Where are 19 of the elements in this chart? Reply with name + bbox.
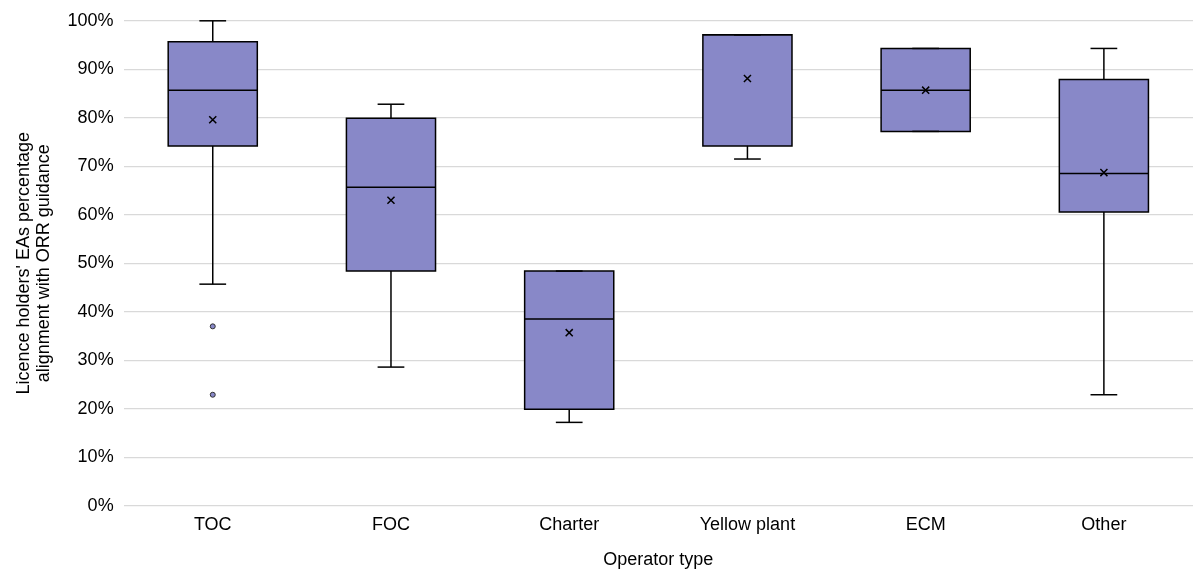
x-tick-label: Charter [539,513,600,534]
y-tick-label: 90% [77,58,114,79]
x-tick-label: FOC [371,513,410,534]
y-tick-label: 40% [77,300,114,321]
y-axis-title: Licence holders' EAs percentage alignment with ORR guidance [12,132,53,395]
y-tick-label: 100% [67,9,114,30]
x-tick-label: ECM [905,513,946,534]
y-tick-label: 80% [77,106,114,127]
x-tick-label: TOC [193,513,232,534]
y-tick-label: 30% [77,349,114,370]
y-tick-label: 50% [77,252,114,273]
y-tick-label: 70% [77,155,114,176]
x-tick-label: Yellow plant [699,513,796,534]
y-tick-label: 60% [77,203,114,224]
y-tick-label: 0% [87,494,114,515]
y-tick-label: 10% [77,446,114,467]
y-tick-label: 20% [77,397,114,418]
x-axis-title: Operator type [603,549,714,570]
x-tick-label: Other [1081,513,1127,534]
